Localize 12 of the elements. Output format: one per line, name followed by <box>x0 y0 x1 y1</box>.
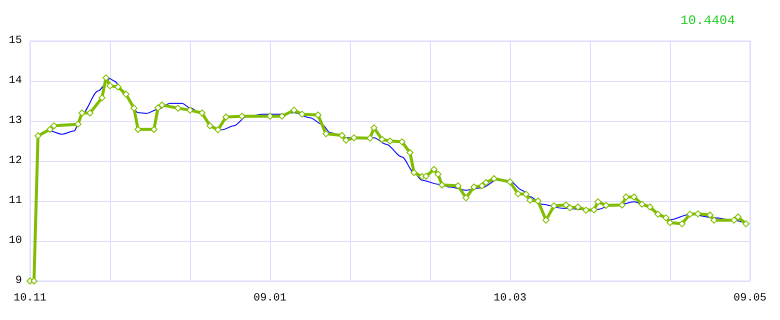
y-tick-label: 14 <box>8 75 22 87</box>
y-tick-label: 12 <box>8 155 22 167</box>
y-tick-label: 10 <box>8 235 22 247</box>
text: 10.4404 <box>680 13 736 28</box>
x-tick-label: 09.05 <box>733 292 767 304</box>
y-tick-label: 13 <box>8 115 22 127</box>
y-tick-label: 9 <box>15 275 22 287</box>
x-tick-label: 10.11 <box>13 292 47 304</box>
x-tick-label: 10.03 <box>493 292 527 304</box>
x-tick-label: 09.01 <box>253 292 287 304</box>
y-tick-label: 11 <box>8 195 22 207</box>
y-tick-label: 15 <box>8 35 22 47</box>
